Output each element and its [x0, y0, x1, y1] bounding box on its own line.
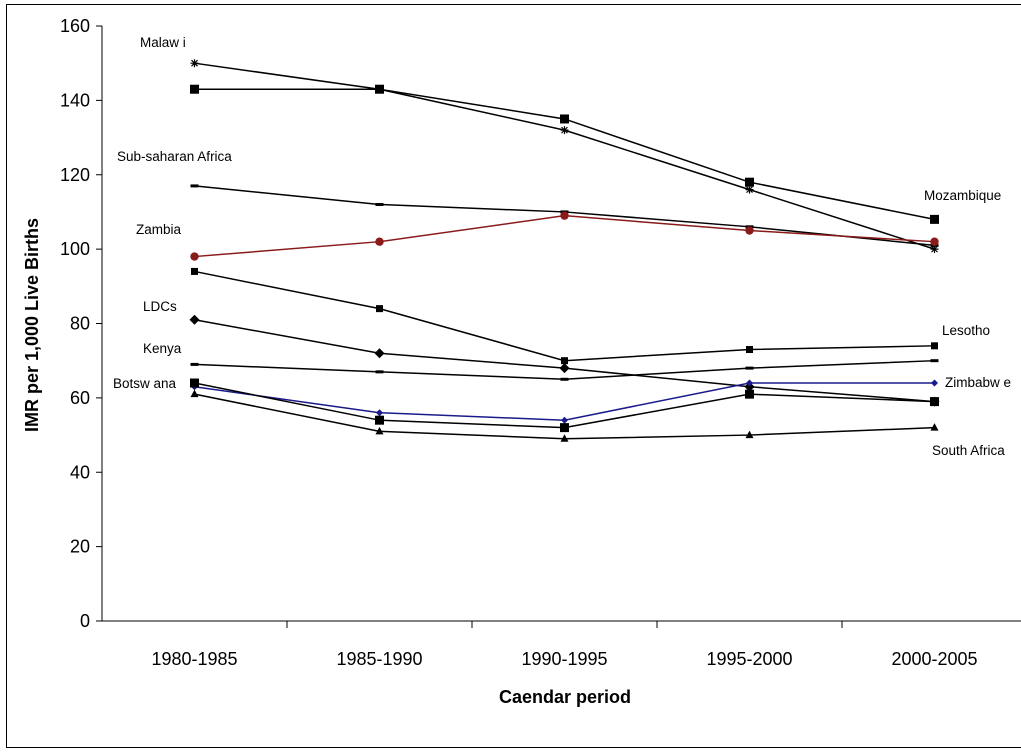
series-label-lesotho: Lesotho — [942, 323, 990, 338]
data-point-mozambique — [930, 214, 939, 224]
series-line-malawi — [194, 62, 935, 250]
y-tick-label: 60 — [70, 388, 90, 408]
series-label-mozambique: Mozambique — [924, 188, 1001, 203]
data-point-zambia — [560, 211, 569, 220]
y-tick-label: 40 — [70, 462, 90, 482]
data-point-kenya — [375, 370, 384, 374]
data-point-mozambique — [560, 114, 569, 124]
data-point-botswana — [930, 397, 939, 407]
data-point-malawi — [560, 126, 569, 135]
y-ticks: 0 20 40 60 80 100 120 140 160 — [60, 16, 102, 631]
y-tick-label: 160 — [60, 16, 90, 36]
series-line-zambia — [194, 214, 935, 258]
data-point-lesotho — [191, 267, 198, 275]
data-point-zambia — [930, 237, 939, 246]
x-tick-label: 1980-1985 — [151, 649, 237, 669]
series-label-malawi: Malaw i — [140, 35, 186, 50]
series-label-kenya: Kenya — [143, 341, 182, 356]
series-label-zambia: Zambia — [136, 222, 182, 237]
series-label-ldcs: LDCs — [143, 299, 177, 314]
data-point-lesotho — [746, 346, 753, 354]
data-point-mozambique — [190, 84, 199, 94]
data-point-south-africa — [190, 389, 199, 398]
x-ticks: 1980-1985 1985-1990 1990-1995 1995-2000 2000… — [151, 621, 978, 669]
data-point-lesotho — [931, 342, 938, 350]
y-tick-label: 140 — [60, 90, 90, 110]
data-point-zimbabwe — [931, 379, 938, 387]
x-tick-label: 1985-1990 — [336, 649, 422, 669]
data-point-malawi — [190, 59, 199, 68]
y-tick-label: 120 — [60, 165, 90, 185]
data-point-mozambique — [375, 84, 384, 94]
data-point-south-africa — [375, 426, 384, 435]
series-label-sub-saharan-africa: Sub-saharan Africa — [117, 149, 232, 164]
x-axis-title: Caendar period — [499, 687, 631, 707]
data-point-ldcs — [189, 314, 200, 325]
data-point-ldcs — [559, 363, 570, 374]
series-labels: Malaw i Mozambique Sub-saharan Africa Zambi… — [113, 35, 1011, 458]
data-point-kenya — [745, 366, 754, 370]
data-point-mozambique — [745, 177, 754, 187]
series-line-zimbabwe — [194, 382, 935, 421]
x-tick-label: 1995-2000 — [706, 649, 792, 669]
series-line-mozambique — [194, 88, 935, 221]
data-point-zambia — [375, 237, 384, 246]
y-tick-label: 80 — [70, 314, 90, 334]
data-point-kenya — [930, 359, 939, 363]
data-point-botswana — [560, 423, 569, 433]
data-point-zambia — [745, 226, 754, 235]
data-point-zimbabwe — [561, 416, 568, 424]
chart-frame — [6, 4, 1021, 748]
data-point-ldcs — [374, 348, 385, 359]
x-tick-label: 2000-2005 — [891, 649, 977, 669]
data-point-kenya — [190, 362, 199, 366]
series-label-botswana: Botsw ana — [113, 376, 177, 391]
data-point-botswana — [190, 378, 199, 388]
data-point-botswana — [745, 389, 754, 399]
series-markers — [189, 59, 940, 442]
data-point-south-africa — [560, 434, 569, 442]
data-point-lesotho — [376, 305, 383, 313]
y-tick-label: 20 — [70, 537, 90, 557]
series-line-lesotho — [194, 270, 935, 362]
data-point-sub-saharan-africa — [375, 203, 384, 206]
data-point-zambia — [190, 252, 199, 261]
y-tick-label: 0 — [80, 611, 90, 631]
x-tick-label: 1990-1995 — [521, 649, 607, 669]
series-label-south-africa: South Africa — [932, 443, 1005, 458]
data-point-lesotho — [561, 357, 568, 365]
data-point-sub-saharan-africa — [190, 184, 199, 188]
data-point-malawi — [930, 245, 939, 254]
data-point-botswana — [375, 415, 384, 425]
y-axis-title: IMR per 1,000 Live Births — [22, 218, 42, 432]
data-point-south-africa — [930, 423, 939, 431]
data-point-zimbabwe — [746, 379, 753, 387]
data-point-south-africa — [745, 430, 754, 439]
data-point-zimbabwe — [376, 409, 383, 417]
data-point-ldcs — [744, 381, 755, 392]
data-point-kenya — [560, 377, 569, 381]
y-tick-label: 100 — [60, 239, 90, 259]
series-label-zimbabwe: Zimbabw e — [945, 375, 1011, 390]
data-point-malawi — [745, 185, 754, 194]
